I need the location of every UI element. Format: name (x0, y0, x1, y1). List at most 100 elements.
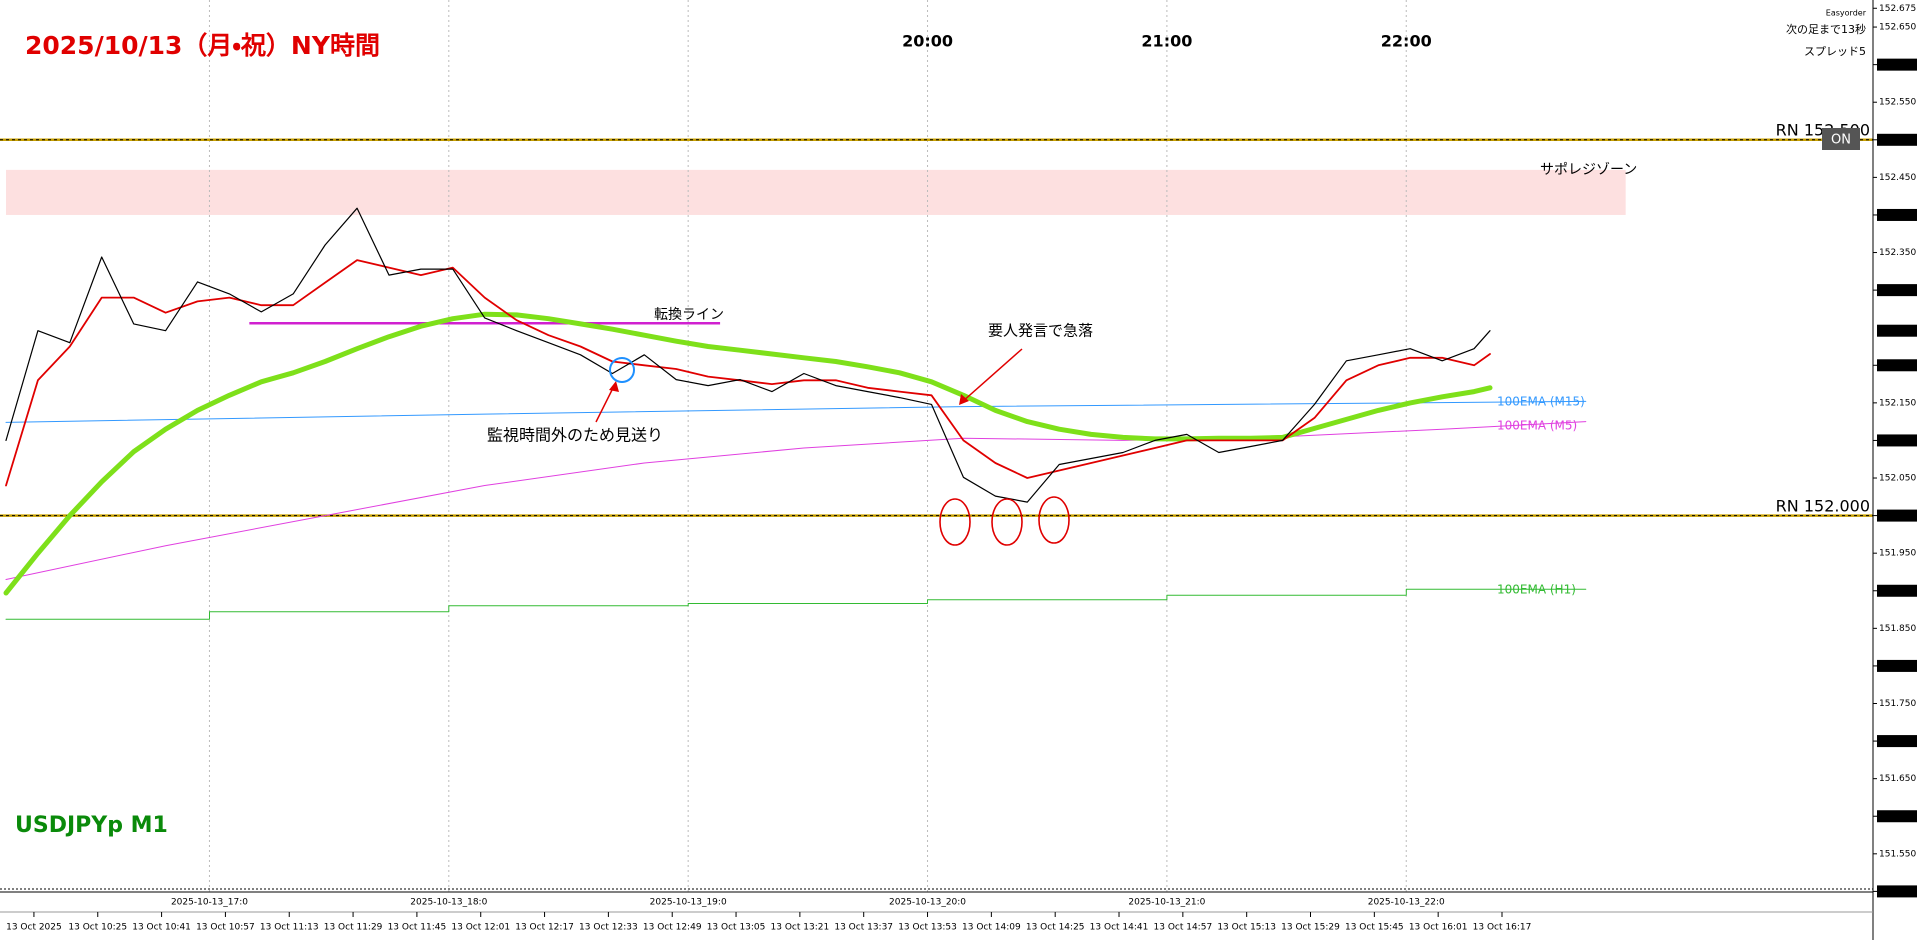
x-tick-label: 13 Oct 12:01 (451, 923, 510, 933)
y-tick-label: 152.650 (1879, 23, 1916, 33)
y-tick-box (1877, 659, 1917, 672)
highlight-circle (1038, 496, 1070, 544)
y-tick-label: 151.800 (1879, 661, 1916, 671)
y-tick-label: 151.850 (1879, 624, 1916, 634)
y-tick-label: 151.500 (1879, 887, 1916, 897)
level-label: RN 152.000 (1776, 497, 1870, 516)
series-line (5, 400, 1587, 423)
y-tick-label: 152.675 (1879, 4, 1916, 14)
x-tick-label: 13 Oct 14:25 (1026, 923, 1085, 933)
y-tick-label: 152.150 (1879, 398, 1916, 408)
y-tick-box (1877, 584, 1917, 597)
annotation-arrow (595, 385, 615, 423)
y-tick-box (1877, 208, 1917, 221)
chart-title: 2025/10/13（月・祝）NY時間 (25, 31, 380, 60)
x-tick-label: 13 Oct 10:57 (196, 923, 255, 933)
x-tick-label: 13 Oct 10:25 (68, 923, 127, 933)
y-tick-box (1877, 810, 1917, 823)
session-label: 2025-10-13_17:0 (171, 898, 248, 908)
x-tick-label: 13 Oct 13:05 (707, 923, 766, 933)
x-tick-label: 13 Oct 12:49 (643, 923, 702, 933)
highlight-circle (991, 498, 1023, 546)
x-tick-label: 13 Oct 2025 (6, 923, 62, 933)
y-tick-label: 151.650 (1879, 774, 1916, 784)
y-tick-label: 151.700 (1879, 737, 1916, 747)
y-tick-box (1877, 434, 1917, 447)
y-tick-label: 152.050 (1879, 474, 1916, 484)
y-tick-label: 151.900 (1879, 586, 1916, 596)
x-tick-label: 13 Oct 16:01 (1409, 923, 1468, 933)
x-tick-label: 13 Oct 10:41 (132, 923, 191, 933)
x-tick-label: 13 Oct 13:53 (898, 923, 957, 933)
on-button-label[interactable]: ON (1831, 133, 1851, 148)
x-tick-label: 13 Oct 15:13 (1217, 923, 1276, 933)
on-button[interactable] (1822, 128, 1860, 150)
x-tick-label: 13 Oct 15:45 (1345, 923, 1404, 933)
y-tick-box (1877, 133, 1917, 146)
annotation: 転換ライン (654, 307, 724, 323)
y-tick-label: 152.550 (1879, 98, 1916, 108)
ema-label: 100EMA (M5) (1497, 419, 1577, 433)
series-line (5, 207, 1491, 503)
sr-zone (6, 169, 1626, 215)
series-line (5, 259, 1491, 487)
y-tick-box (1877, 885, 1917, 898)
ema-label: 100EMA (M15) (1497, 395, 1585, 409)
y-tick-label: 152.450 (1879, 173, 1916, 183)
x-tick-label: 13 Oct 11:13 (260, 923, 319, 933)
session-label: 2025-10-13_20:0 (889, 898, 966, 908)
y-tick-label: 152.600 (1879, 60, 1916, 70)
x-tick-label: 13 Oct 13:37 (834, 923, 893, 933)
annotation-arrowhead (609, 381, 619, 392)
y-tick-label: 152.200 (1879, 361, 1916, 371)
session-label: 2025-10-13_19:0 (650, 898, 727, 908)
annotation-arrowhead (959, 394, 969, 405)
y-tick-box (1877, 735, 1917, 748)
y-tick-label: 151.750 (1879, 699, 1916, 709)
y-tick-box (1877, 359, 1917, 372)
current-price-label: 152.246 (1879, 326, 1916, 336)
y-tick-label: 152.350 (1879, 248, 1916, 258)
series-line (5, 421, 1587, 580)
info-text: スプレッド5 (1804, 45, 1866, 58)
x-tick-label: 13 Oct 12:33 (579, 923, 638, 933)
y-tick-box (1877, 284, 1917, 297)
x-tick-label: 13 Oct 12:17 (515, 923, 574, 933)
y-tick-label: 152.300 (1879, 286, 1916, 296)
current-price-box (1877, 324, 1917, 337)
y-tick-label: 152.100 (1879, 436, 1916, 446)
back-layer (0, 0, 1873, 892)
y-tick-box (1877, 509, 1917, 522)
info-text: 次の足まで13秒 (1786, 22, 1866, 36)
highlight-circle (609, 357, 635, 383)
series-line (5, 588, 1587, 620)
highlight-circle (939, 498, 971, 546)
session-label: 2025-10-13_21:0 (1128, 898, 1205, 908)
annotation-arrow (961, 348, 1023, 403)
session-label: 2025-10-13_22:0 (1368, 898, 1445, 908)
y-tick-label: 152.500 (1879, 135, 1916, 145)
series-line (3, 311, 1493, 596)
x-tick-label: 13 Oct 14:09 (962, 923, 1021, 933)
y-tick-label: 151.550 (1879, 849, 1916, 859)
info-text: Easyorder (1826, 9, 1867, 18)
x-tick-label: 13 Oct 11:45 (388, 923, 447, 933)
zone-label: サポレジゾーン (1540, 162, 1637, 178)
x-tick-label: 13 Oct 16:17 (1473, 923, 1532, 933)
annotation: 監視時間外のため見送り (487, 426, 663, 445)
x-tick-label: 13 Oct 15:29 (1281, 923, 1340, 933)
top-time-label: 22:00 (1381, 32, 1432, 51)
y-tick-box (1877, 58, 1917, 71)
x-tick-label: 13 Oct 13:21 (771, 923, 830, 933)
session-label: 2025-10-13_18:0 (410, 898, 487, 908)
top-time-label: 21:00 (1141, 32, 1192, 51)
annotation: 要人発言で急落 (988, 322, 1093, 340)
top-time-label: 20:00 (902, 32, 953, 51)
y-tick-label: 152.000 (1879, 511, 1916, 521)
x-tick-label: 13 Oct 14:57 (1154, 923, 1213, 933)
lines-layer (3, 207, 1587, 620)
x-tick-label: 13 Oct 11:29 (324, 923, 383, 933)
x-tick-label: 13 Oct 14:41 (1090, 923, 1149, 933)
